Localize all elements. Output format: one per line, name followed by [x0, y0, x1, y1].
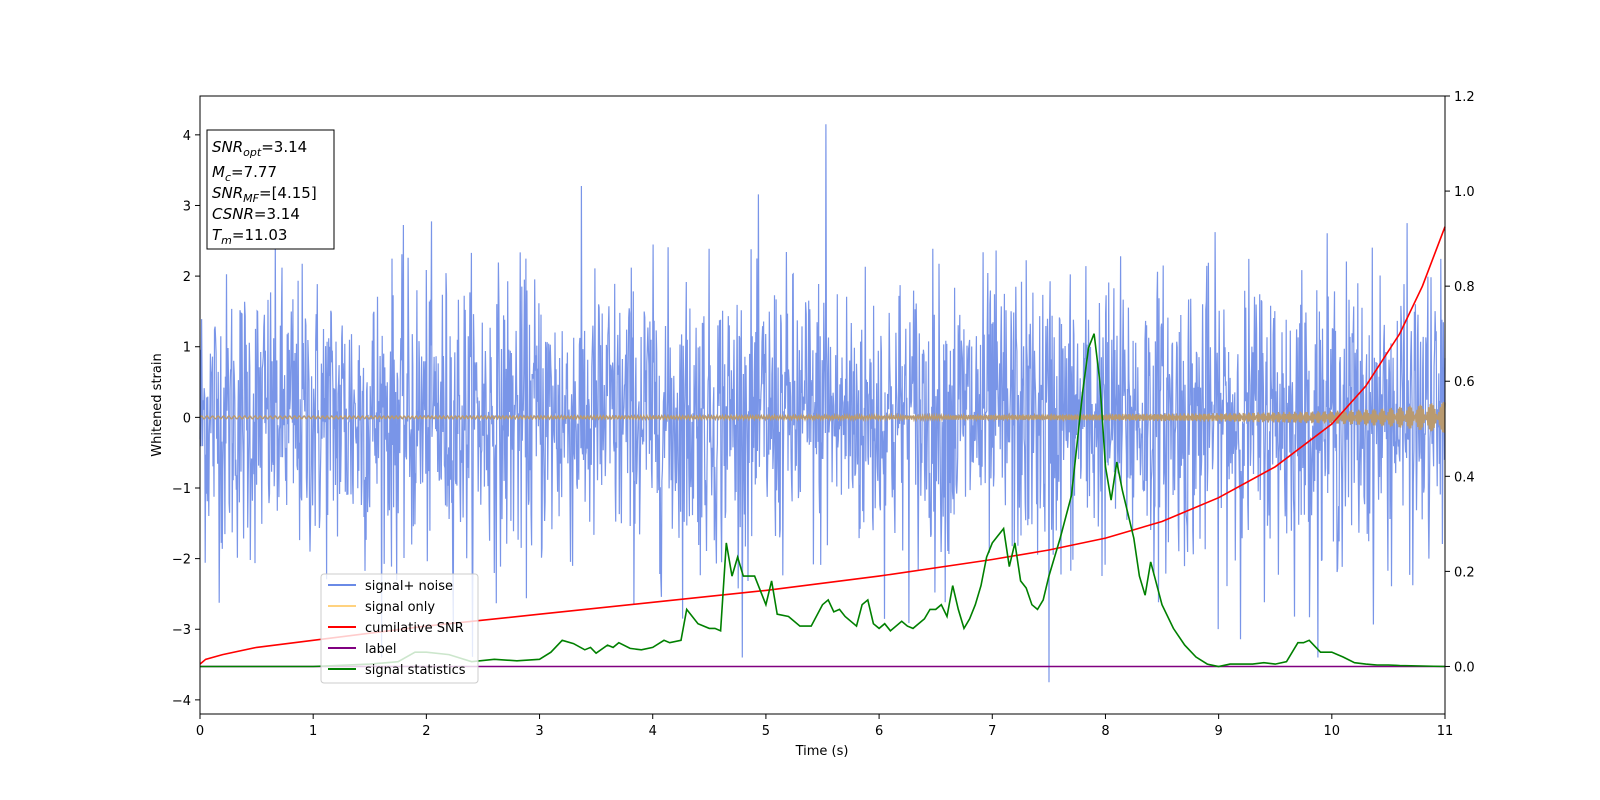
x-tick-label: 5 [762, 724, 770, 739]
annotation-symbol: SNR [212, 184, 243, 202]
x-tick-label: 4 [649, 724, 657, 739]
legend-label: signal statistics [365, 663, 466, 678]
y-tick-label: −1 [172, 482, 191, 497]
y-axis-title: Whitened strain [150, 353, 165, 456]
legend-label: cumilative SNR [365, 621, 464, 636]
axes-layer: 0 1 2 3 4 5 6 7 8 9 10 11 −4 −3 −2 −1 0 1 2 3 4 0.0 0.2 0.4 0.6 0… [172, 90, 1475, 739]
x-tick-label: 8 [1101, 724, 1109, 739]
y2-tick-label: 0.4 [1454, 470, 1475, 485]
y2-tick-label: 1.0 [1454, 185, 1475, 200]
annotation-value: =3.14 [261, 138, 307, 156]
x-tick-label: 1 [309, 724, 317, 739]
annotation-line: CSNR=3.14 [212, 205, 300, 223]
y-tick-label: −2 [172, 553, 191, 568]
annotation-line: Tm=11.03 [212, 226, 287, 247]
y2-tick-label: 1.2 [1454, 90, 1475, 105]
series-signal-noise [199, 124, 1446, 683]
x-tick-label: 2 [422, 724, 430, 739]
annotation-subscript: MF [243, 192, 259, 205]
x-tick-label: 9 [1214, 724, 1222, 739]
annotation-symbol: T [212, 226, 223, 244]
annotation-subscript: m [221, 234, 232, 247]
annotation-box: SNRopt=3.14Mc=7.77SNRMF=[4.15]CSNR=3.14T… [206, 129, 335, 250]
annotation-subscript: c [225, 171, 231, 184]
annotation-symbol: M [212, 163, 225, 181]
annotation-value: =[4.15] [259, 184, 317, 202]
y2-tick-label: 0.6 [1454, 375, 1475, 390]
x-tick-label: 3 [535, 724, 543, 739]
series-cumilative-snr [199, 226, 1446, 665]
annotation-box-frame [206, 129, 335, 250]
plot-frame [199, 95, 1446, 715]
y-tick-label: 2 [183, 270, 191, 285]
y2-tick-label: 0.0 [1454, 660, 1475, 675]
series-signal-only [199, 401, 1446, 433]
x-tick-label: 0 [196, 724, 204, 739]
x-axis-title: Time (s) [795, 744, 849, 759]
x-tick-label: 6 [875, 724, 883, 739]
y-tick-label: −3 [172, 623, 191, 638]
annotation-symbol: CSNR [212, 205, 254, 223]
series-signal-statistics [200, 333, 1446, 668]
annotation-line: SNRopt=3.14 [212, 138, 307, 159]
x-tick-label: 7 [988, 724, 996, 739]
y-tick-label: 0 [183, 411, 191, 426]
legend-frame [320, 573, 479, 684]
legend: signal+ noise signal only cumilative SNR la… [320, 573, 479, 684]
legend-label: signal+ noise [365, 579, 453, 594]
annotation-value: =11.03 [232, 226, 288, 244]
legend-label: label [365, 642, 396, 657]
annotation-line: Mc=7.77 [212, 163, 277, 184]
annotation-line: SNRMF=[4.15] [212, 184, 317, 205]
x-tick-label: 11 [1437, 724, 1454, 739]
y-tick-label: 1 [183, 341, 191, 356]
annotation-subscript: opt [243, 146, 262, 159]
y2-tick-label: 0.2 [1454, 565, 1475, 580]
y-tick-label: 4 [183, 129, 191, 144]
annotation-value: =7.77 [231, 163, 277, 181]
y-tick-label: −4 [172, 694, 191, 709]
y-tick-label: 3 [183, 199, 191, 214]
annotation-value: =3.14 [254, 205, 300, 223]
y2-tick-label: 0.8 [1454, 280, 1475, 295]
x-tick-label: 10 [1324, 724, 1341, 739]
legend-label: signal only [365, 600, 435, 615]
annotation-symbol: SNR [212, 138, 243, 156]
